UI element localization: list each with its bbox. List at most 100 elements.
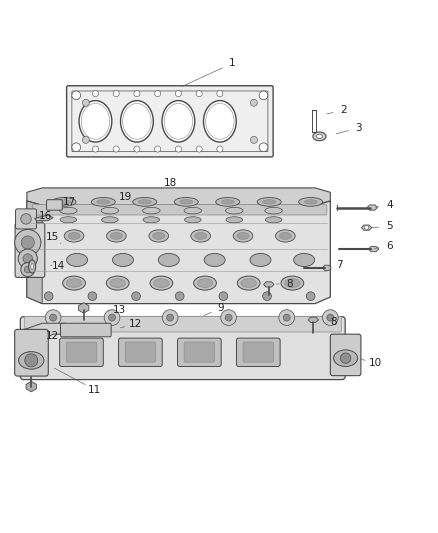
Ellipse shape	[57, 200, 71, 204]
Ellipse shape	[102, 217, 118, 223]
Text: 13: 13	[113, 305, 126, 315]
Circle shape	[217, 146, 223, 152]
FancyBboxPatch shape	[125, 342, 155, 362]
Circle shape	[72, 91, 81, 100]
Circle shape	[49, 314, 57, 321]
FancyBboxPatch shape	[14, 329, 48, 376]
Polygon shape	[367, 205, 378, 210]
Ellipse shape	[226, 207, 243, 214]
Circle shape	[279, 310, 294, 326]
Circle shape	[88, 292, 97, 301]
Text: 6: 6	[386, 240, 392, 251]
Text: 7: 7	[336, 260, 343, 270]
FancyBboxPatch shape	[66, 342, 97, 362]
FancyBboxPatch shape	[177, 338, 221, 367]
Text: 5: 5	[386, 221, 392, 231]
Ellipse shape	[263, 200, 276, 204]
Ellipse shape	[191, 230, 211, 242]
Ellipse shape	[106, 276, 129, 290]
FancyBboxPatch shape	[184, 342, 215, 362]
Circle shape	[82, 136, 89, 143]
Ellipse shape	[237, 232, 249, 239]
Circle shape	[166, 314, 173, 321]
Text: 1: 1	[229, 59, 235, 68]
Circle shape	[327, 314, 334, 321]
Polygon shape	[27, 188, 330, 205]
Ellipse shape	[216, 198, 240, 206]
Ellipse shape	[285, 279, 300, 287]
Circle shape	[45, 310, 61, 326]
Ellipse shape	[299, 198, 323, 206]
FancyBboxPatch shape	[15, 223, 45, 277]
Ellipse shape	[66, 279, 82, 287]
Circle shape	[196, 146, 202, 152]
FancyBboxPatch shape	[243, 342, 274, 362]
Ellipse shape	[106, 230, 126, 242]
Ellipse shape	[79, 101, 112, 142]
FancyBboxPatch shape	[46, 200, 62, 210]
Ellipse shape	[110, 279, 126, 287]
Polygon shape	[23, 323, 68, 338]
FancyBboxPatch shape	[67, 86, 273, 157]
Ellipse shape	[113, 253, 134, 266]
Text: 11: 11	[88, 385, 101, 394]
Circle shape	[221, 310, 237, 326]
Circle shape	[155, 91, 161, 96]
Ellipse shape	[276, 230, 295, 242]
Circle shape	[109, 314, 116, 321]
Circle shape	[217, 91, 223, 96]
Circle shape	[72, 143, 81, 152]
Circle shape	[82, 99, 89, 106]
Circle shape	[92, 146, 99, 152]
FancyBboxPatch shape	[20, 317, 345, 379]
Circle shape	[134, 146, 140, 152]
Ellipse shape	[279, 232, 291, 239]
Ellipse shape	[221, 200, 234, 204]
FancyBboxPatch shape	[24, 316, 341, 332]
Ellipse shape	[204, 253, 225, 266]
Ellipse shape	[152, 232, 165, 239]
Ellipse shape	[316, 134, 322, 139]
Ellipse shape	[110, 232, 123, 239]
Text: 17: 17	[63, 197, 76, 207]
FancyBboxPatch shape	[330, 334, 361, 376]
Ellipse shape	[241, 279, 257, 287]
Text: 15: 15	[46, 232, 59, 242]
Text: 3: 3	[355, 123, 362, 133]
FancyBboxPatch shape	[15, 209, 36, 229]
Ellipse shape	[204, 101, 236, 142]
Circle shape	[113, 146, 119, 152]
Ellipse shape	[158, 253, 179, 266]
Circle shape	[24, 266, 31, 273]
Circle shape	[259, 91, 268, 100]
Text: 18: 18	[163, 177, 177, 188]
Circle shape	[18, 249, 37, 268]
Ellipse shape	[313, 132, 326, 141]
Polygon shape	[368, 246, 379, 252]
Ellipse shape	[64, 230, 84, 242]
Ellipse shape	[68, 232, 80, 239]
Ellipse shape	[101, 207, 119, 214]
Polygon shape	[264, 282, 274, 287]
FancyBboxPatch shape	[60, 323, 111, 337]
Text: 2: 2	[340, 105, 347, 115]
Polygon shape	[27, 201, 42, 304]
Polygon shape	[26, 381, 36, 392]
Circle shape	[251, 136, 258, 143]
Circle shape	[322, 310, 338, 326]
Text: 8: 8	[286, 279, 293, 289]
Ellipse shape	[265, 217, 282, 223]
Ellipse shape	[265, 207, 283, 214]
Polygon shape	[78, 303, 89, 313]
Circle shape	[196, 91, 202, 96]
Polygon shape	[361, 225, 372, 230]
Ellipse shape	[143, 217, 159, 223]
Ellipse shape	[174, 198, 198, 206]
Ellipse shape	[304, 200, 317, 204]
Ellipse shape	[334, 350, 357, 367]
Circle shape	[263, 292, 272, 301]
Ellipse shape	[31, 263, 33, 270]
Ellipse shape	[150, 276, 173, 290]
Circle shape	[364, 225, 369, 230]
FancyBboxPatch shape	[32, 205, 327, 215]
